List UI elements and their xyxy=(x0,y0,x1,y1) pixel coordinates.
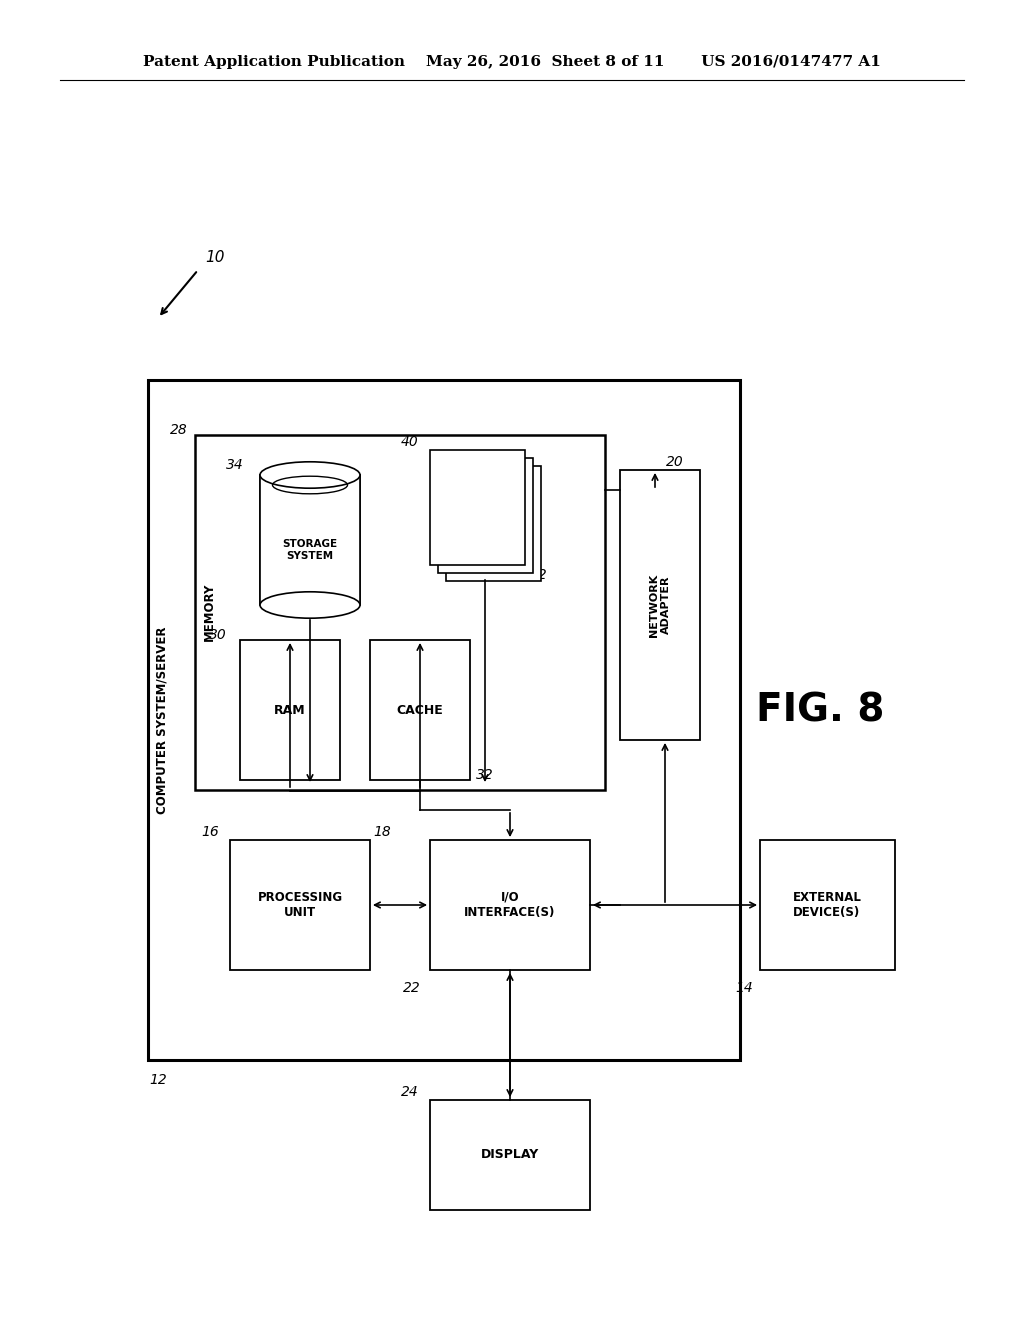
Ellipse shape xyxy=(260,591,360,618)
Text: 14: 14 xyxy=(735,981,753,995)
Bar xyxy=(230,840,370,970)
Text: 32: 32 xyxy=(476,768,494,781)
Bar xyxy=(760,840,895,970)
Text: 42: 42 xyxy=(530,568,548,582)
Text: 10: 10 xyxy=(205,251,224,265)
Text: RAM: RAM xyxy=(274,704,306,717)
Text: FIG. 8: FIG. 8 xyxy=(756,690,884,729)
Text: 24: 24 xyxy=(401,1085,419,1100)
Bar xyxy=(430,450,525,565)
Text: 34: 34 xyxy=(226,458,244,473)
Text: 30: 30 xyxy=(209,628,227,642)
Text: Patent Application Publication    May 26, 2016  Sheet 8 of 11       US 2016/0147: Patent Application Publication May 26, 2… xyxy=(143,55,881,69)
Text: NETWORK
ADAPTER: NETWORK ADAPTER xyxy=(649,573,671,636)
Text: 40: 40 xyxy=(401,436,419,449)
Bar xyxy=(438,458,534,573)
Text: 22: 22 xyxy=(403,981,421,995)
Bar xyxy=(195,436,605,789)
Bar xyxy=(430,840,590,970)
Bar xyxy=(260,475,360,605)
Text: I/O
INTERFACE(S): I/O INTERFACE(S) xyxy=(464,891,556,919)
Bar xyxy=(430,1100,590,1210)
Text: COMPUTER SYSTEM/SERVER: COMPUTER SYSTEM/SERVER xyxy=(156,626,169,813)
Bar xyxy=(370,640,470,780)
Text: STORAGE
SYSTEM: STORAGE SYSTEM xyxy=(283,539,338,561)
Text: 16: 16 xyxy=(201,825,219,840)
Text: 28: 28 xyxy=(170,422,187,437)
Bar xyxy=(240,640,340,780)
Bar xyxy=(446,466,541,581)
Text: MEMORY: MEMORY xyxy=(203,583,215,642)
Text: 20: 20 xyxy=(667,455,684,469)
Ellipse shape xyxy=(260,462,360,488)
Text: PROCESSING
UNIT: PROCESSING UNIT xyxy=(257,891,343,919)
Text: EXTERNAL
DEVICE(S): EXTERNAL DEVICE(S) xyxy=(793,891,861,919)
Text: CACHE: CACHE xyxy=(396,704,443,717)
Text: 12: 12 xyxy=(150,1073,167,1086)
Bar xyxy=(620,470,700,741)
Text: DISPLAY: DISPLAY xyxy=(481,1148,539,1162)
Text: 18: 18 xyxy=(373,825,391,840)
Bar xyxy=(148,380,740,1060)
